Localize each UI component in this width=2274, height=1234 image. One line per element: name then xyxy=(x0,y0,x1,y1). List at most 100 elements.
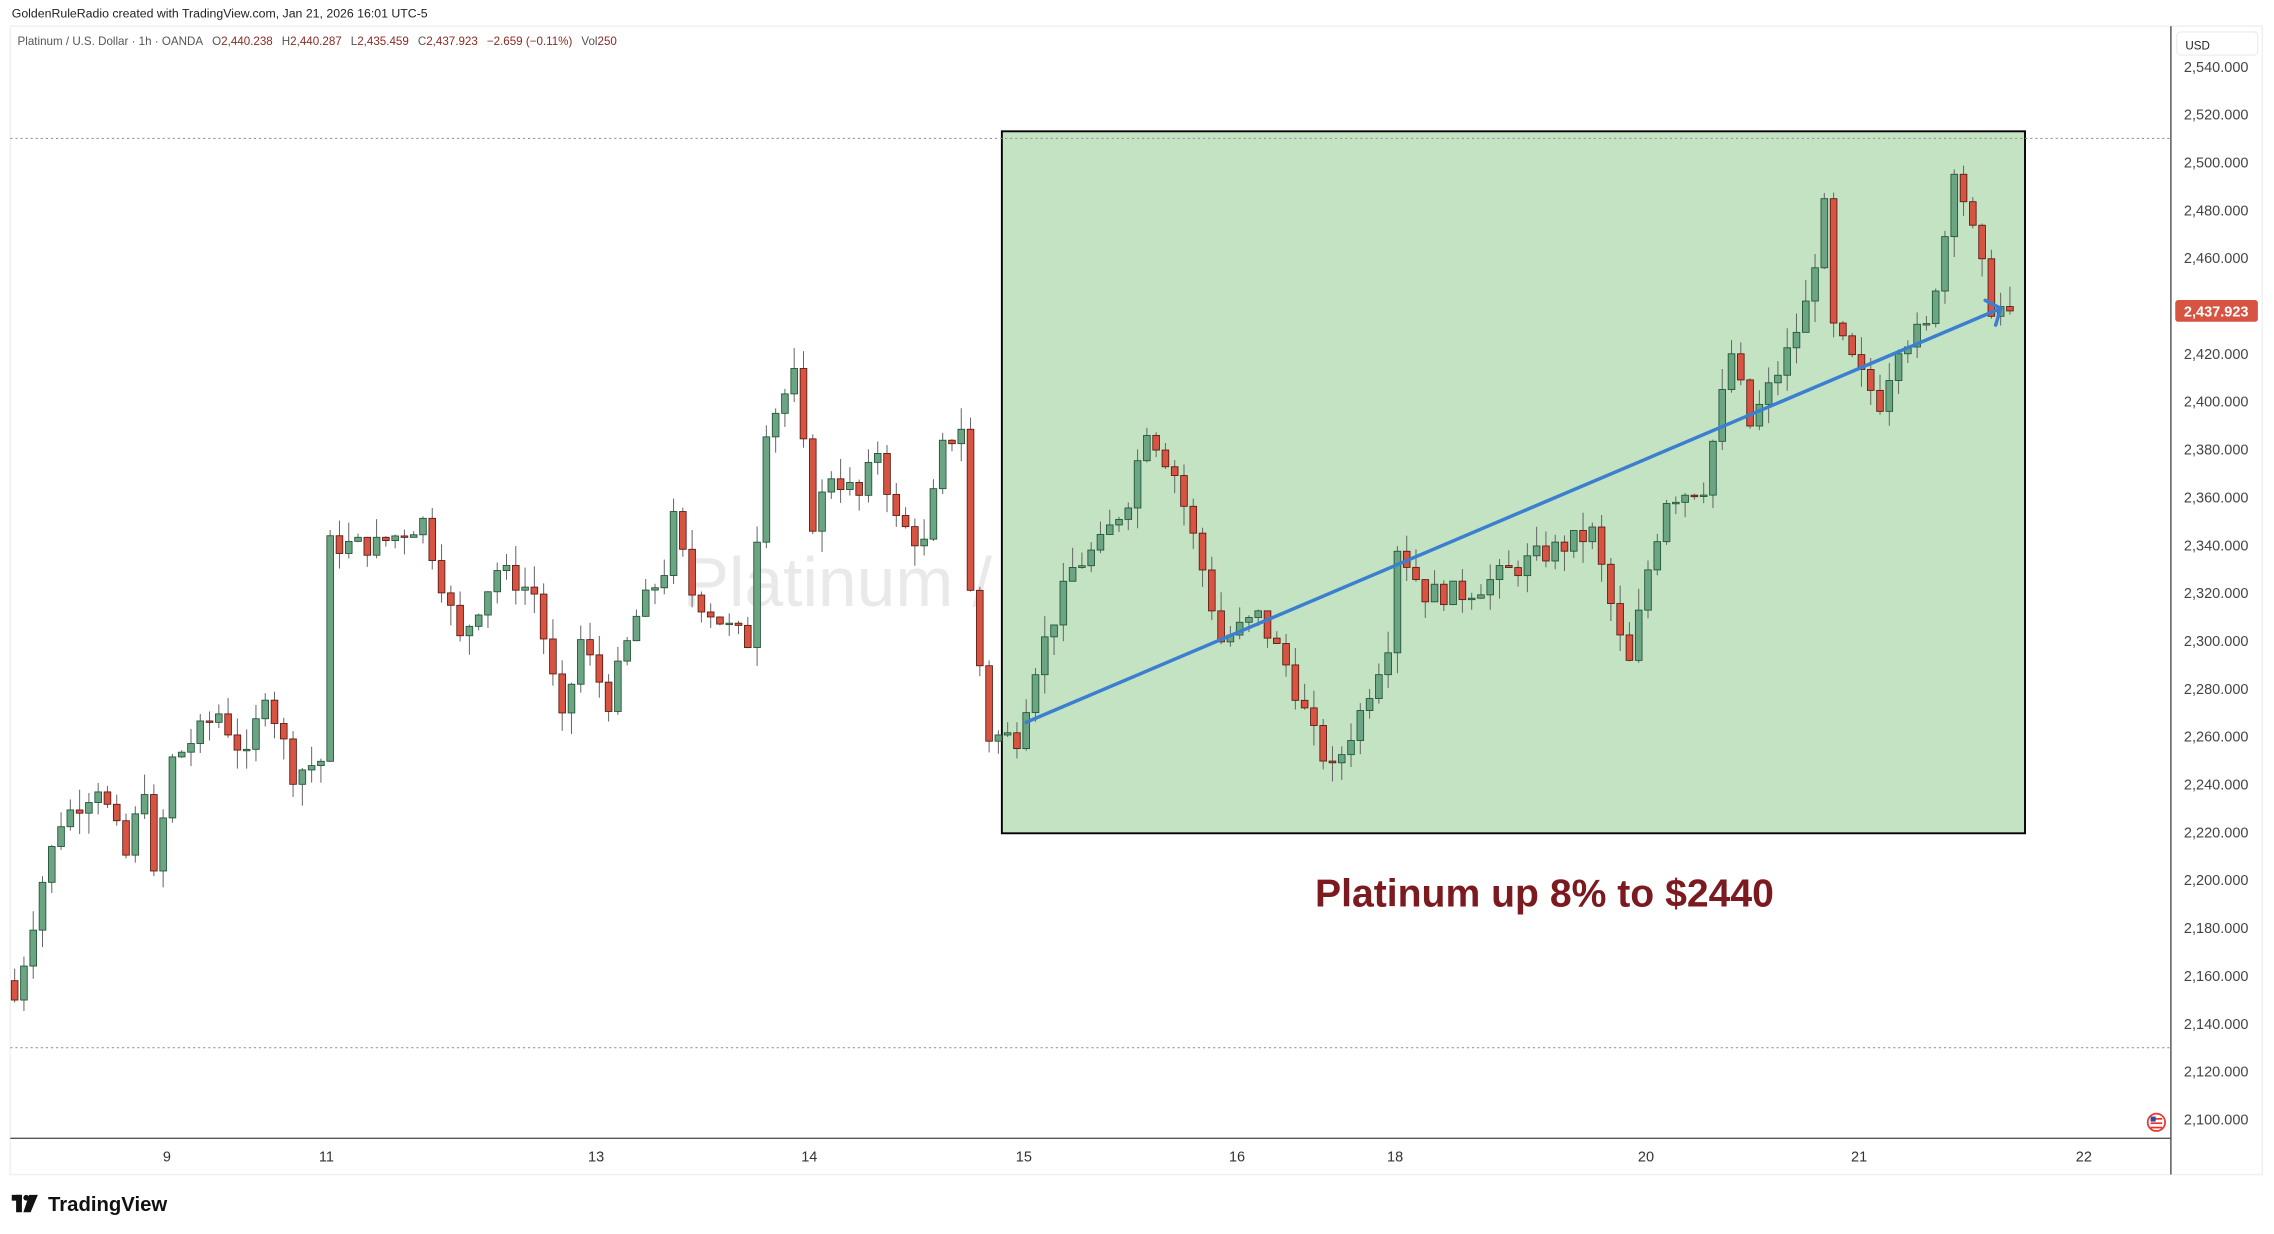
candle-body-down xyxy=(2006,306,2014,312)
candle-body-down xyxy=(1189,505,1198,534)
candle-body-down xyxy=(1440,583,1448,606)
candle xyxy=(38,876,47,947)
candle xyxy=(1690,493,1699,500)
candle xyxy=(1022,699,1030,751)
candle xyxy=(1458,568,1467,613)
candle-body-down xyxy=(224,713,232,736)
candle-body-up xyxy=(1569,530,1578,552)
candle-body-up xyxy=(1059,580,1068,626)
candle-body-down xyxy=(1839,322,1847,337)
candle-body-down xyxy=(985,665,993,742)
candle-body-down xyxy=(901,515,910,528)
candle xyxy=(846,467,854,496)
candle xyxy=(85,792,93,834)
candle-body-up xyxy=(781,393,789,414)
candle xyxy=(1774,361,1782,396)
candle xyxy=(827,471,836,499)
candle xyxy=(1031,668,1040,722)
candle xyxy=(1746,378,1754,429)
candle-body-up xyxy=(1653,541,1662,571)
trend-arrow-line xyxy=(1024,306,2003,725)
candle-body-down xyxy=(1161,449,1170,468)
candle xyxy=(549,619,557,686)
open-label: O xyxy=(212,35,221,48)
candle-body-up xyxy=(1551,541,1559,562)
candle-body-down xyxy=(1829,198,1838,324)
candle-body-up xyxy=(1941,236,1949,292)
candle xyxy=(1449,580,1457,606)
candle xyxy=(1477,584,1485,599)
candle xyxy=(1319,718,1327,770)
time-tick-label: 11 xyxy=(319,1149,334,1165)
price-tick-label: 2,400.000 xyxy=(2184,395,2249,411)
candle xyxy=(512,546,520,605)
candle xyxy=(112,794,121,826)
candle-body-up xyxy=(1384,652,1392,676)
candle-body-down xyxy=(1560,541,1569,552)
candle xyxy=(716,616,724,626)
candle xyxy=(363,536,372,567)
candle xyxy=(901,507,910,529)
candle-body-up xyxy=(1755,403,1764,427)
candle xyxy=(929,479,938,542)
candle-body-up xyxy=(38,881,47,931)
candle xyxy=(1170,460,1179,494)
candle xyxy=(530,566,539,614)
flag-icon[interactable] xyxy=(2146,1112,2166,1132)
candle-body-down xyxy=(976,589,984,667)
candle-body-down xyxy=(103,791,112,805)
candle-body-up xyxy=(1885,380,1894,412)
candle xyxy=(20,956,28,1011)
candle xyxy=(1152,432,1160,458)
candle-body-down xyxy=(911,526,919,547)
currency-badge[interactable] xyxy=(2175,31,2259,56)
candle xyxy=(586,622,594,666)
price-axis[interactable]: 2,100.000 2,120.000 2,140.000 2,160.000 2,18… xyxy=(2175,60,2258,1129)
candle-body-up xyxy=(94,791,102,803)
price-tick-label: 2,180.000 xyxy=(2184,921,2249,937)
candle xyxy=(502,554,511,580)
candle xyxy=(419,516,427,544)
candle-body-down xyxy=(734,622,743,626)
candle-body-up xyxy=(1050,624,1058,638)
price-tick-label: 2,460.000 xyxy=(2184,251,2249,267)
arrow-head-icon xyxy=(1993,306,2003,327)
candle xyxy=(10,968,19,1003)
candle xyxy=(1551,534,1559,570)
candle xyxy=(864,449,873,503)
candle-body-up xyxy=(846,482,854,491)
candle xyxy=(781,388,789,427)
candle xyxy=(1885,362,1894,426)
candle xyxy=(1115,516,1123,532)
tradingview-logo[interactable]: TradingView xyxy=(11,1194,168,1216)
candle xyxy=(1718,368,1727,450)
candle xyxy=(1393,546,1402,674)
annotation-text: Platinum up 8% to $2440 xyxy=(1315,872,1774,915)
candle-body-down xyxy=(335,535,344,554)
candle xyxy=(1699,482,1708,504)
candle-body-up xyxy=(1337,754,1346,764)
candle xyxy=(632,609,641,642)
candle xyxy=(1607,557,1615,622)
candle-body-up xyxy=(864,461,873,496)
candle xyxy=(1709,439,1717,509)
candle-body-down xyxy=(1690,494,1699,498)
candle-body-down xyxy=(1959,173,1968,203)
change-value: −2.659 (−0.11%) xyxy=(487,35,573,48)
candle-body-down xyxy=(1458,580,1467,601)
candle xyxy=(1569,530,1578,559)
price-tick-label: 2,160.000 xyxy=(2184,969,2249,985)
high-label: H xyxy=(282,35,290,48)
candle-body-up xyxy=(1913,323,1921,348)
candle-body-down xyxy=(1412,566,1420,581)
candle-body-up xyxy=(1356,710,1365,741)
candle xyxy=(994,730,1003,754)
candle xyxy=(140,774,149,819)
candle xyxy=(744,616,752,649)
time-axis[interactable]: 9 11 13 14 15 16 18 20 21 22 xyxy=(163,1149,2092,1165)
candle-body-up xyxy=(317,760,325,767)
candle xyxy=(669,498,678,585)
candle-body-up xyxy=(344,540,353,554)
candle xyxy=(242,729,251,769)
